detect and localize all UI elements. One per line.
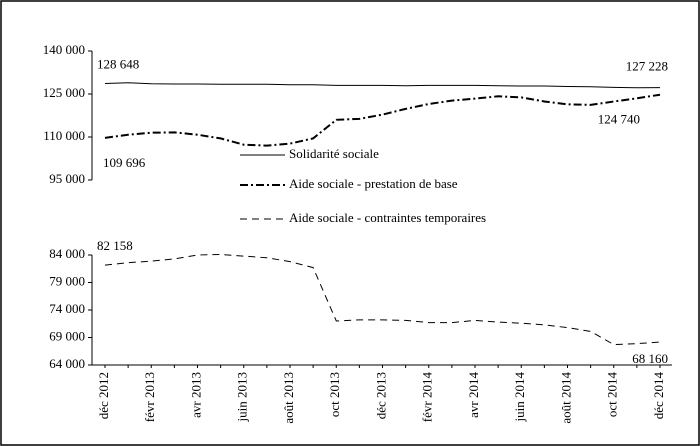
x-tick-label: avr 2014 <box>466 372 481 418</box>
x-tick-label: août 2014 <box>558 372 573 424</box>
data-label: 127 228 <box>626 59 668 74</box>
x-tick-label: août 2013 <box>281 372 296 424</box>
legend-label: Aide sociale - contraintes temporaires <box>289 210 486 225</box>
legend-label: Aide sociale - prestation de base <box>289 176 458 191</box>
data-label: 128 648 <box>97 57 139 72</box>
y-tick-label: 64 000 <box>49 356 85 371</box>
x-tick-label: févr 2014 <box>420 372 435 423</box>
x-tick-label: oct 2014 <box>605 372 620 418</box>
data-label: 82 158 <box>97 238 133 253</box>
y-tick-label: 79 000 <box>49 273 85 288</box>
x-tick-label: juin 2014 <box>512 372 527 423</box>
data-label: 68 160 <box>632 351 668 366</box>
data-label: 109 696 <box>103 155 146 170</box>
series-line <box>104 93 661 147</box>
data-label: 124 740 <box>598 112 640 127</box>
x-tick-label: déc 2014 <box>651 372 666 420</box>
series-line <box>104 253 661 346</box>
y-tick-label: 125 000 <box>43 85 85 100</box>
x-tick-label: avr 2013 <box>188 372 203 418</box>
y-tick-label: 110 000 <box>43 128 85 143</box>
x-tick-label: oct 2013 <box>327 372 342 417</box>
x-tick-label: févr 2013 <box>142 372 157 422</box>
x-tick-label: déc 2013 <box>373 372 388 419</box>
legend-label: Solidarité sociale <box>289 146 379 161</box>
series-line <box>104 82 661 89</box>
y-tick-label: 74 000 <box>49 301 85 316</box>
x-tick-label: juin 2013 <box>235 372 250 422</box>
y-tick-label: 140 000 <box>43 42 85 57</box>
y-tick-label: 95 000 <box>49 171 85 186</box>
x-tick-label: déc 2012 <box>96 372 111 419</box>
y-tick-label: 69 000 <box>49 328 85 343</box>
y-tick-label: 84 000 <box>49 246 85 261</box>
